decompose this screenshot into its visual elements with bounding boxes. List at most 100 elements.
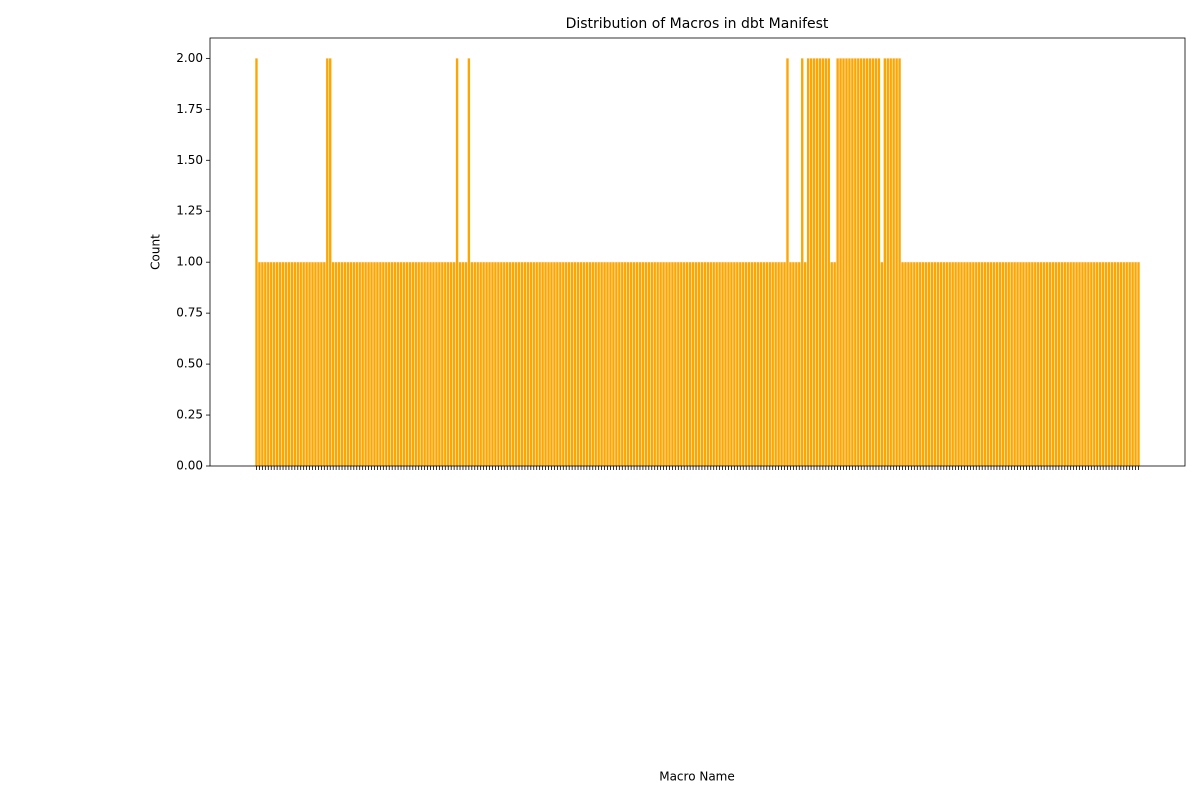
bar: [432, 262, 435, 466]
bar: [851, 58, 854, 466]
y-tick-label: 0.00: [176, 459, 203, 473]
bar: [871, 58, 875, 466]
bar: [854, 58, 857, 466]
bar: [865, 58, 869, 466]
bar: [517, 262, 521, 466]
bar: [290, 262, 294, 466]
bar: [1037, 262, 1040, 466]
bar: [329, 58, 332, 466]
bar: [541, 262, 544, 466]
bar: [506, 262, 509, 466]
bar: [978, 262, 981, 466]
bar: [750, 262, 754, 466]
bar: [629, 262, 633, 466]
bar: [470, 262, 474, 466]
bar: [455, 58, 459, 466]
bar: [340, 262, 344, 466]
bar: [665, 262, 668, 466]
bar: [1110, 262, 1114, 466]
bar: [742, 262, 745, 466]
bar: [600, 262, 603, 466]
bar: [385, 262, 388, 466]
bar: [921, 262, 925, 466]
bar: [930, 262, 934, 466]
bar: [1137, 262, 1140, 466]
bar: [1066, 262, 1069, 466]
bar: [1101, 262, 1105, 466]
bar: [494, 262, 497, 466]
bar: [715, 262, 718, 466]
bar: [1098, 262, 1102, 466]
bar: [668, 262, 671, 466]
bar: [818, 58, 822, 466]
bar: [261, 262, 264, 466]
bar: [1028, 262, 1031, 466]
bar: [331, 262, 335, 466]
bar: [1096, 262, 1099, 466]
bar: [762, 262, 766, 466]
bar: [641, 262, 645, 466]
bar: [1039, 262, 1043, 466]
bar: [1016, 262, 1019, 466]
bar: [296, 262, 299, 466]
bar: [284, 262, 288, 466]
bar: [833, 262, 836, 466]
bar: [1045, 262, 1049, 466]
chart-title: Distribution of Macros in dbt Manifest: [566, 16, 829, 32]
bar: [535, 262, 538, 466]
bar: [683, 262, 686, 466]
bar: [476, 262, 479, 466]
bar: [924, 262, 928, 466]
y-tick-label: 0.50: [176, 357, 203, 371]
bar: [1001, 262, 1005, 466]
bar: [951, 262, 954, 466]
bar: [511, 262, 515, 466]
bar: [441, 262, 444, 466]
bar: [550, 262, 553, 466]
bar: [724, 262, 727, 466]
bar: [337, 262, 341, 466]
bar: [544, 262, 547, 466]
bar: [500, 262, 503, 466]
bar: [662, 262, 665, 466]
bar: [883, 58, 887, 466]
bar: [1013, 262, 1016, 466]
bar: [559, 262, 562, 466]
bar: [370, 262, 373, 466]
bar: [659, 262, 662, 466]
bar: [747, 262, 751, 466]
bar: [529, 262, 533, 466]
bar: [886, 58, 889, 466]
y-tick-label: 1.50: [176, 153, 203, 167]
bar: [444, 262, 447, 466]
bar: [992, 262, 996, 466]
bar: [361, 262, 364, 466]
bar: [373, 262, 376, 466]
bar: [376, 262, 379, 466]
bar: [364, 262, 367, 466]
bar: [452, 262, 456, 466]
bar: [671, 262, 674, 466]
bar: [393, 262, 397, 466]
bar: [939, 262, 943, 466]
bar: [650, 262, 653, 466]
bar: [703, 262, 707, 466]
bar: [411, 262, 415, 466]
bar: [382, 262, 385, 466]
bar: [933, 262, 937, 466]
bar: [414, 262, 417, 466]
bar: [718, 262, 721, 466]
bar: [429, 262, 432, 466]
bar: [408, 262, 412, 466]
bar: [526, 262, 530, 466]
bar: [765, 262, 769, 466]
bar: [305, 262, 308, 466]
bar: [314, 262, 317, 466]
bar: [1063, 262, 1066, 466]
bar: [942, 262, 946, 466]
bar: [556, 262, 559, 466]
bar: [768, 262, 771, 466]
bar: [603, 262, 606, 466]
